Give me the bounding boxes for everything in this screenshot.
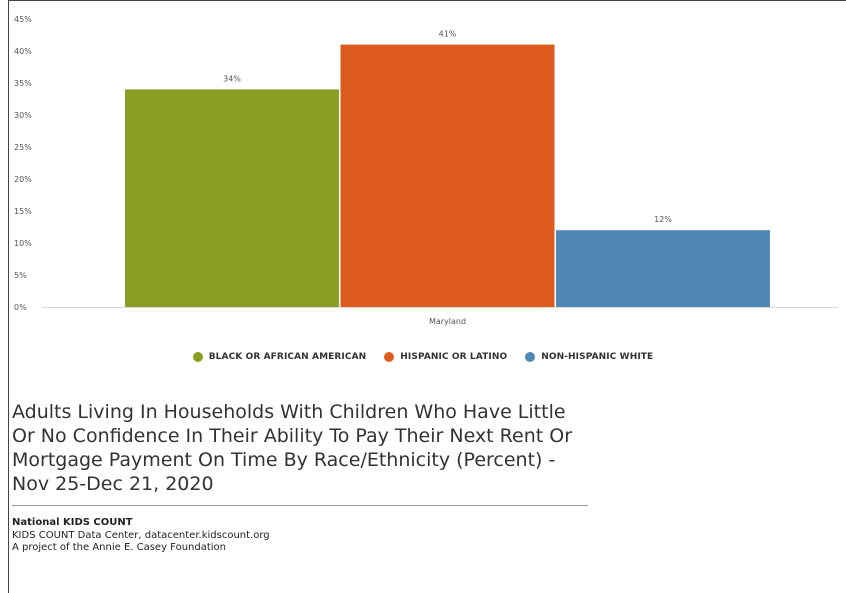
legend-item[interactable]: NON-HISPANIC WHITE (525, 352, 653, 362)
source-org: National KIDS COUNT (12, 517, 133, 528)
bar (556, 230, 770, 307)
y-tick-label: 20% (14, 175, 32, 184)
source-line-2: A project of the Annie E. Casey Foundati… (12, 542, 227, 553)
y-tick-label: 0% (14, 303, 27, 312)
y-tick-label: 45% (14, 15, 32, 24)
title-divider (12, 505, 588, 506)
legend-swatch (384, 352, 395, 362)
y-tick-label: 35% (14, 79, 32, 88)
y-tick-label: 5% (14, 271, 27, 280)
x-tick-label: Maryland (429, 317, 466, 326)
bar (340, 44, 555, 307)
y-tick-label: 30% (14, 111, 32, 120)
legend-label: BLACK OR AFRICAN AMERICAN (208, 352, 367, 362)
source-credits: National KIDS COUNT KIDS COUNT Data Cent… (12, 517, 270, 555)
data-label: 41% (439, 30, 457, 39)
y-tick-label: 25% (14, 143, 32, 152)
y-tick-label: 10% (14, 239, 32, 248)
source-line-1: KIDS COUNT Data Center, datacenter.kidsc… (12, 529, 270, 541)
data-label: 12% (654, 215, 672, 224)
chart-frame (8, 0, 846, 593)
chart-title: Adults Living In Households With Childre… (12, 401, 573, 495)
chart-legend: BLACK OR AFRICAN AMERICAN HISPANIC OR LAT… (0, 352, 846, 362)
bar (125, 89, 339, 308)
legend-label: HISPANIC OR LATINO (400, 352, 508, 362)
legend-swatch (525, 352, 536, 362)
legend-label: NON-HISPANIC WHITE (541, 352, 654, 362)
y-tick-label: 15% (14, 207, 32, 216)
legend-item[interactable]: BLACK OR AFRICAN AMERICAN (192, 352, 367, 362)
bar-chart: 0% 5% 10% 15% 20% 25% 30% 35% 40% 45% 34% 41% 12% Mar… (14, 15, 838, 326)
legend-item[interactable]: HISPANIC OR LATINO (384, 352, 507, 362)
y-tick-label: 40% (14, 47, 32, 56)
legend-swatch (192, 352, 203, 362)
data-label: 34% (223, 74, 241, 83)
